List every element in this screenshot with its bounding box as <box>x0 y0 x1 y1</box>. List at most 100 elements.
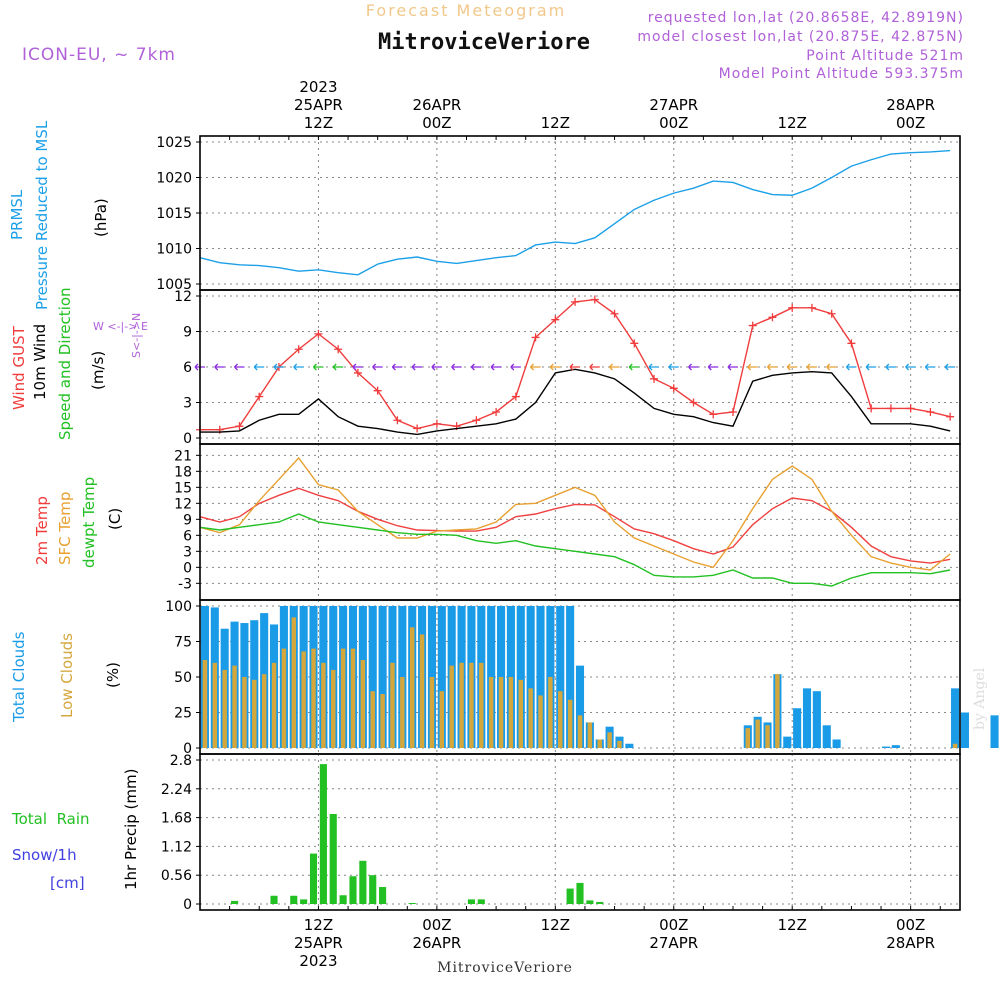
point-altitude: Point Altitude 521m <box>806 48 964 64</box>
model-label: ICON-EU, ~ 7km <box>22 45 176 65</box>
top-time-label: 00Z <box>659 114 688 132</box>
low-cloud-bar <box>409 627 415 748</box>
series-line-sfc-temp <box>199 456 951 571</box>
low-cloud-bar <box>577 715 583 748</box>
rain-bar <box>369 875 377 904</box>
gust-marker <box>472 416 481 425</box>
low-cloud-bar <box>271 662 277 748</box>
series-line-wind-gust <box>200 298 951 431</box>
low-cloud-bar <box>488 677 494 748</box>
gust-marker <box>669 384 678 393</box>
rain-bar <box>309 853 318 904</box>
gust-marker <box>827 309 836 318</box>
bottom-time-label: 00Z <box>896 916 925 934</box>
low-cloud-bar <box>567 699 573 748</box>
gust-marker <box>373 386 382 395</box>
compass-ns: S<-|->N <box>130 313 143 358</box>
temp-2m-label: 2m Temp <box>33 496 51 565</box>
gust-marker <box>807 303 816 312</box>
wind-direction-arrow <box>609 363 620 371</box>
y-tick-label: 1.68 <box>161 811 192 827</box>
panel-3: 0 25 50 75 100 <box>165 599 999 757</box>
rain-bar <box>586 900 594 904</box>
panel-1: 0 3 6 9 12 <box>174 289 961 447</box>
total-cloud-bar <box>437 606 446 748</box>
low-cloud-bar <box>775 674 780 748</box>
low-cloud-bar <box>617 740 622 748</box>
y-tick-label: 50 <box>174 670 192 686</box>
prmsl-label: PRMSL <box>8 189 26 240</box>
series-line-prmsl <box>199 149 951 276</box>
panel-0: 1005 1010 1015 1020 1025 <box>156 135 961 293</box>
total-cloud-bar <box>951 688 960 748</box>
wind-direction-arrow <box>944 363 956 371</box>
y-tick-label: 0 <box>183 741 192 757</box>
top-time-label: 00Z <box>896 114 925 132</box>
gust-marker <box>551 315 560 324</box>
wind-direction-arrow <box>530 363 541 371</box>
top-time-label: 26APR <box>412 96 461 114</box>
bottom-time-label: 12Z <box>541 916 570 934</box>
low-cloud-bar <box>232 665 237 748</box>
total-cloud-bar <box>378 606 387 748</box>
panel-frame <box>199 443 961 601</box>
wind-direction-label: Speed and Direction <box>56 287 74 440</box>
low-cloud-bar <box>261 674 267 748</box>
series-line-dewpt-temp <box>199 513 951 587</box>
low-cloud-bar <box>587 722 593 748</box>
model-point-altitude: Model Point Altitude 593.375m <box>719 66 964 82</box>
wind-direction-arrow <box>510 363 521 371</box>
low-cloud-bar <box>429 677 435 748</box>
wind-direction-arrow <box>865 363 877 371</box>
rain-bar <box>329 814 337 904</box>
wind-direction-arrow <box>214 363 225 371</box>
y-tick-label: 0 <box>183 431 192 447</box>
y-tick-label: 15 <box>174 480 192 496</box>
rain-bar <box>359 860 367 904</box>
wind-direction-arrow <box>372 363 383 371</box>
y-tick-label: 1.12 <box>161 839 192 855</box>
rain-bar <box>300 899 308 904</box>
y-tick-label: 12 <box>174 496 192 512</box>
gust-marker <box>353 368 362 377</box>
rain-bar <box>596 901 604 904</box>
wind-direction-arrow <box>352 363 363 371</box>
wind-direction-arrow <box>391 363 403 371</box>
bottom-time-label: 28APR <box>886 934 935 952</box>
bottom-time-label: 2023 <box>299 952 337 970</box>
gust-marker <box>235 422 244 431</box>
gust-marker <box>906 404 915 413</box>
y-tick-label: 0 <box>183 560 192 576</box>
wind-direction-arrow <box>293 363 304 371</box>
gust-marker <box>867 404 876 413</box>
panel-4: 0 0.56 1.12 1.68 2.24 2.8 <box>161 753 961 913</box>
plot-panels: 10051010101510201025036912-3036912151821… <box>156 78 999 970</box>
top-time-label: 25APR <box>294 96 343 114</box>
rain-bar <box>349 876 357 904</box>
total-cloud-bar <box>625 743 634 748</box>
low-cloud-bar <box>419 634 425 748</box>
rain-label: Total Rain <box>11 810 90 828</box>
chart-subtitle: Forecast Meteogram <box>366 1 566 20</box>
y-tick-label: 2.8 <box>170 753 192 769</box>
rain-bar <box>576 882 584 904</box>
wind-direction-arrow <box>747 363 758 371</box>
gust-marker <box>511 392 520 401</box>
total-cloud-bar <box>832 739 841 748</box>
rain-bar <box>467 899 475 904</box>
total-cloud-bar <box>368 606 377 748</box>
low-cloud-bar <box>558 691 563 748</box>
total-clouds-label: Total Clouds <box>10 631 28 723</box>
rain-bar <box>270 895 278 904</box>
low-cloud-bar <box>400 677 405 748</box>
rain-bar <box>290 895 298 904</box>
bottom-time-label: 00Z <box>422 916 451 934</box>
top-time-label: 2023 <box>299 78 337 96</box>
low-cloud-bar <box>449 665 454 748</box>
low-cloud-bar <box>508 677 514 748</box>
rain-bar <box>566 888 574 904</box>
wind-direction-arrow <box>668 363 679 371</box>
y-tick-label: 0.56 <box>161 868 192 884</box>
total-cloud-bar <box>960 712 969 748</box>
precip-panel-labels: Total Rain Snow/1h [cm] 1hr Precip (mm) <box>11 769 140 892</box>
